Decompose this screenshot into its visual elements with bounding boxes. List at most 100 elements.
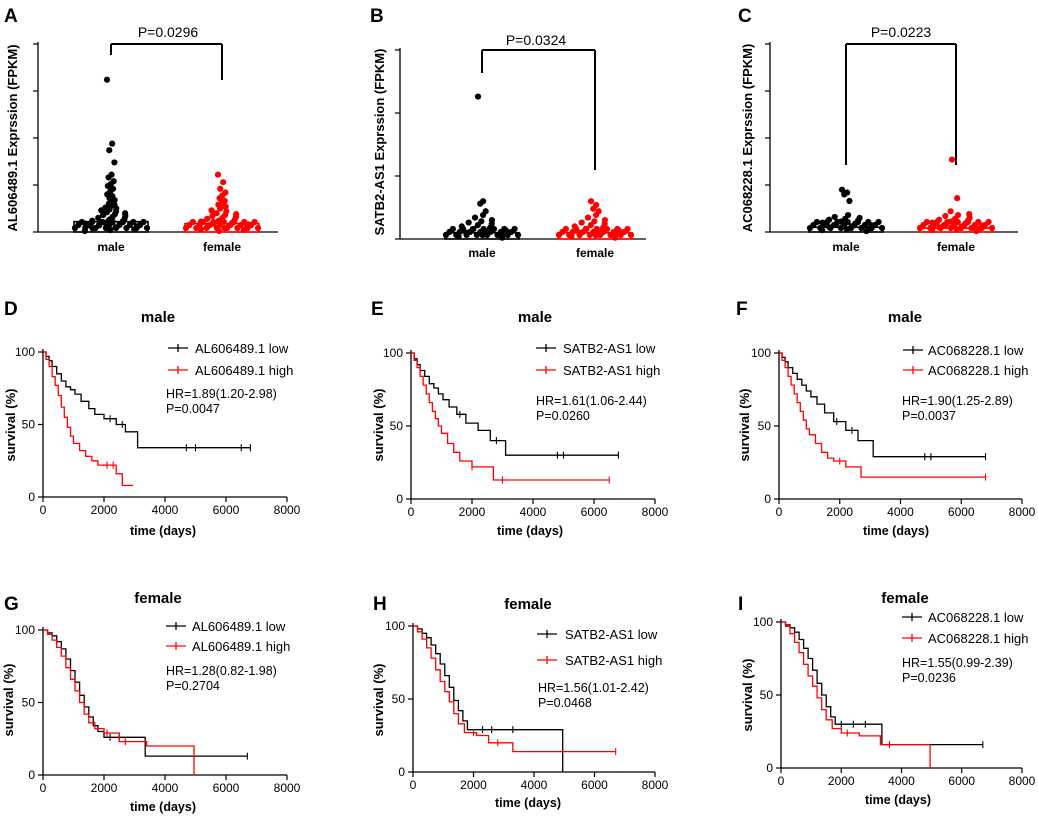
panel-letter: G [4,594,19,615]
survival-curve [413,625,616,753]
data-point [99,218,106,226]
data-point [99,211,107,219]
x-tick-label: 6000 [948,505,975,519]
x-category-label: female [576,246,614,260]
x-tick-label: 8000 [274,781,301,795]
data-point [562,225,569,233]
data-point [106,147,113,154]
data-point [964,218,972,226]
data-point [477,200,484,207]
data-point [838,186,846,193]
data-point [209,212,216,220]
x-tick-label: 8000 [1009,505,1036,519]
x-tick-label: 6000 [581,778,608,792]
x-tick-label: 2000 [828,774,855,788]
panel-letter: A [4,6,18,27]
p-value-text: P=0.0037 [902,409,956,423]
y-tick-label: 50 [22,696,36,710]
y-tick-label: 0 [396,492,403,506]
data-point [214,171,222,178]
x-tick-label: 8000 [642,505,669,519]
data-point [593,225,600,233]
data-point [584,214,592,221]
y-axis-label: AC068228.1 Exprssion (FPKM) [740,44,755,233]
data-point [222,203,229,210]
data-point [603,225,611,233]
p-value-text: P=0.0260 [536,409,590,423]
legend-label: AC068228.1 high [928,631,1028,646]
data-point [612,234,619,241]
x-category-label: female [937,240,975,254]
panel-letter: I [738,594,743,615]
legend-label: SATB2-AS1 high [563,363,660,378]
data-point [111,159,118,166]
data-point [119,218,127,226]
plot-area: 0 50 100 0 2000 4000 6000 8000 [753,615,1036,788]
x-tick-label: 8000 [274,503,301,517]
panel-b: B SATB2-AS1 Exprssion (FPKM) P=0.0324 ma… [370,6,646,260]
hazard-ratio-text: HR=1.89(1.20-2.98) [166,387,277,401]
data-point [587,198,595,205]
x-category-label: male [468,246,496,260]
survival-curve [411,352,610,481]
survival-curve [43,629,248,757]
x-tick-label: 4000 [152,503,179,517]
x-tick-label: 2000 [826,505,853,519]
hazard-ratio-text: HR=1.55(0.99-2.39) [902,656,1013,670]
data-point [975,218,982,226]
data-point [474,222,481,229]
x-tick-label: 6000 [213,503,240,517]
survival-curve [413,625,564,772]
x-category-label: female [203,240,241,254]
data-point [95,214,102,221]
data-point [251,218,258,226]
data-point [934,218,941,226]
hazard-ratio-text: HR=1.28(0.82-1.98) [166,664,277,678]
data-point [942,212,949,220]
data-point [841,191,848,198]
data-point [470,225,477,233]
data-point [200,218,207,226]
y-tick-label: 50 [758,419,772,433]
x-tick-label: 2000 [91,781,118,795]
data-point [813,218,820,226]
y-tick-label: 100 [15,345,35,359]
data-point [627,231,635,239]
subplot-title: male [888,309,922,326]
data-point [474,93,482,100]
data-point [875,218,882,226]
y-axis-label: survival (%) [737,389,752,462]
p-value-label: P=0.0324 [506,32,567,48]
data-point [954,218,961,226]
x-tick-label: 6000 [581,505,608,519]
survival-curve [779,352,986,458]
data-point [954,195,961,202]
plot-area: 0 50 100 0 2000 4000 6000 8000 [15,623,301,795]
plot-area [395,48,646,241]
y-axis-label: survival (%) [740,659,755,732]
y-axis-label: survival (%) [1,664,16,737]
panel-letter: D [4,299,18,320]
legend-label: AL606489.1 high [195,363,293,378]
data-point [208,207,215,214]
data-point [98,207,105,214]
x-tick-label: 4000 [520,505,547,519]
y-tick-label: 50 [760,688,774,702]
y-tick-label: 0 [398,765,405,779]
y-tick-label: 100 [15,623,35,637]
data-point [624,225,631,233]
panel-letter: C [738,6,752,27]
y-axis-label: survival (%) [371,664,386,737]
legend-label: AL606489.1 high [192,639,290,654]
x-axis-label: time (days) [497,524,563,538]
subplot-title: male [141,309,175,326]
panel-c: C AC068228.1 Exprssion (FPKM) P=0.0223 m… [738,6,1018,254]
y-tick-label: 0 [28,490,35,504]
data-point [501,225,508,233]
data-point [105,174,112,181]
panel-g: G female survival (%) time (days) AL6064… [1,590,301,814]
y-tick-label: 100 [751,346,771,360]
y-axis-label: SATB2-AS1 Exprssion (FPKM) [372,49,387,236]
x-axis-label: time (days) [863,524,929,538]
